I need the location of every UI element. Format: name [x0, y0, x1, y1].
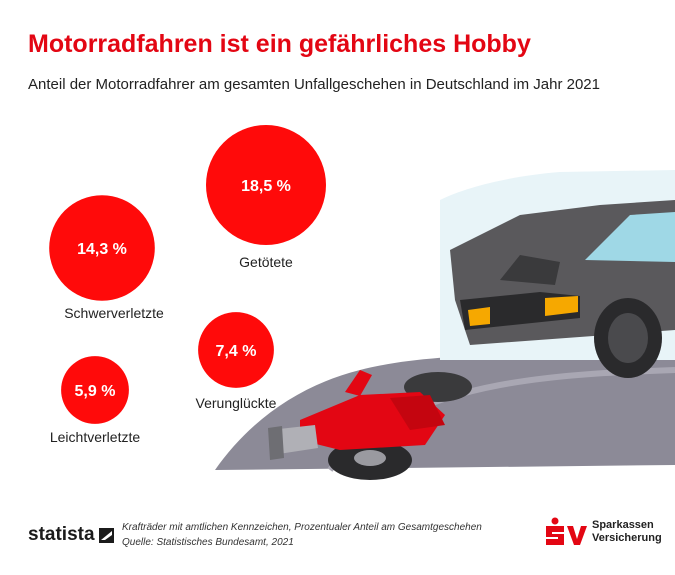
- footnote: Krafträder mit amtlichen Kennzeichen, Pr…: [122, 520, 482, 550]
- partner-line-2: Versicherung: [592, 532, 662, 544]
- partner-line-1: Sparkassen: [592, 519, 654, 531]
- bubble-value-label-2: 7,4 %: [216, 343, 257, 360]
- sparkassen-logo: Sparkassen Versicherung: [544, 517, 662, 547]
- bubble-category-label-3: Leichtverletzte: [50, 429, 140, 445]
- sparkassen-s-icon: [546, 517, 587, 545]
- chart-subtitle: Anteil der Motorradfahrer am gesamten Un…: [28, 76, 600, 93]
- bubble-2: [198, 312, 274, 388]
- chart-title: Motorradfahren ist ein gefährliches Hobb…: [28, 30, 531, 58]
- bubble-category-label-2: Verunglückte: [196, 395, 277, 411]
- bubble-value-label-1: 14,3 %: [77, 241, 127, 258]
- bubble-3: [61, 356, 129, 424]
- statista-logo: statista: [28, 524, 114, 546]
- bubble-value-label-0: 18,5 %: [241, 178, 291, 195]
- footnote-source: Quelle: Statistisches Bundesamt, 2021: [122, 537, 294, 548]
- bubble-1: [49, 195, 155, 301]
- footnote-line-1: Krafträder mit amtlichen Kennzeichen, Pr…: [122, 522, 482, 533]
- crash-illustration: [215, 170, 675, 480]
- bubble-category-label-0: Getötete: [239, 254, 293, 270]
- bubble-series: 18,5 % Getötete 14,3 % Schwerverletzte 7,4 %…: [49, 125, 326, 445]
- statista-wordmark: statista: [28, 524, 95, 545]
- bubble-value-label-3: 5,9 %: [75, 383, 116, 400]
- bubble-0: [206, 125, 326, 245]
- bubble-category-label-1: Schwerverletzte: [64, 305, 164, 321]
- statista-mark-icon: [98, 527, 114, 543]
